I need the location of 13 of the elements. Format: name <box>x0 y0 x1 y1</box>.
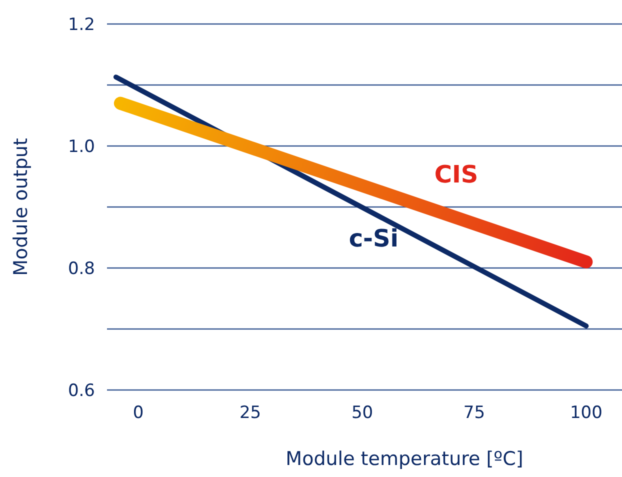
x-tick-label: 50 <box>351 403 374 423</box>
x-tick-label: 75 <box>463 403 486 423</box>
x-tick-label: 0 <box>132 403 144 423</box>
series-label: CIS <box>434 160 478 189</box>
x-axis-title: Module temperature [ºC] <box>286 448 524 470</box>
y-tick-label: 1.2 <box>68 14 95 35</box>
y-tick-label: 0.8 <box>68 258 95 279</box>
y-tick-label: 1.0 <box>68 136 95 157</box>
y-axis-title: Module output <box>10 138 32 276</box>
y-tick-label: 0.6 <box>68 380 95 401</box>
x-tick-label: 25 <box>239 403 262 423</box>
x-tick-label: 100 <box>570 403 602 423</box>
series-label: c-Si <box>348 224 399 253</box>
